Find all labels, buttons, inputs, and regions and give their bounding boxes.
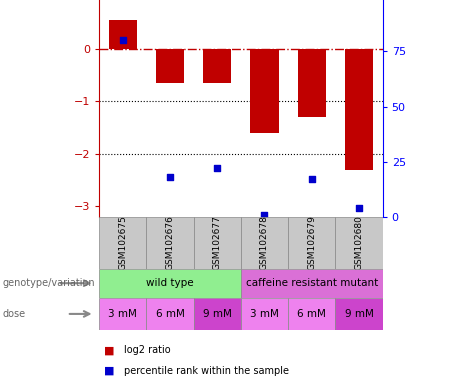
Text: log2 ratio: log2 ratio	[124, 345, 171, 355]
Bar	[241, 298, 288, 330]
Bar	[194, 298, 241, 330]
Point	[119, 37, 126, 43]
Text: 6 mM: 6 mM	[155, 309, 184, 319]
Bar	[336, 298, 383, 330]
Text: ■: ■	[104, 366, 114, 376]
Bar	[241, 217, 288, 269]
Bar	[336, 217, 383, 269]
Bar	[203, 49, 231, 83]
Bar	[146, 298, 194, 330]
Text: ■: ■	[104, 345, 114, 355]
Bar	[345, 49, 373, 170]
Bar	[156, 49, 184, 83]
Text: GSM102677: GSM102677	[213, 215, 222, 270]
Text: 6 mM: 6 mM	[297, 309, 326, 319]
Text: 9 mM: 9 mM	[344, 309, 373, 319]
Bar	[146, 217, 194, 269]
Bar	[288, 217, 335, 269]
Point	[166, 174, 174, 180]
Point	[308, 176, 315, 182]
Bar	[109, 20, 137, 49]
Text: GSM102676: GSM102676	[165, 215, 175, 270]
Point	[261, 212, 268, 218]
Text: GSM102679: GSM102679	[307, 215, 316, 270]
Text: caffeine resistant mutant: caffeine resistant mutant	[246, 278, 378, 288]
Text: dose: dose	[2, 309, 25, 319]
Text: wild type: wild type	[146, 278, 194, 288]
Bar	[99, 269, 241, 298]
Point	[213, 165, 221, 171]
Bar	[194, 217, 241, 269]
Bar	[241, 269, 383, 298]
Bar	[288, 298, 335, 330]
Bar	[99, 298, 146, 330]
Bar	[99, 217, 146, 269]
Text: 9 mM: 9 mM	[203, 309, 232, 319]
Bar	[298, 49, 326, 117]
Bar	[250, 49, 278, 133]
Text: 3 mM: 3 mM	[250, 309, 279, 319]
Text: GSM102675: GSM102675	[118, 215, 127, 270]
Text: 3 mM: 3 mM	[108, 309, 137, 319]
Point	[355, 205, 363, 211]
Text: percentile rank within the sample: percentile rank within the sample	[124, 366, 290, 376]
Text: genotype/variation: genotype/variation	[2, 278, 95, 288]
Text: GSM102680: GSM102680	[355, 215, 364, 270]
Text: GSM102678: GSM102678	[260, 215, 269, 270]
